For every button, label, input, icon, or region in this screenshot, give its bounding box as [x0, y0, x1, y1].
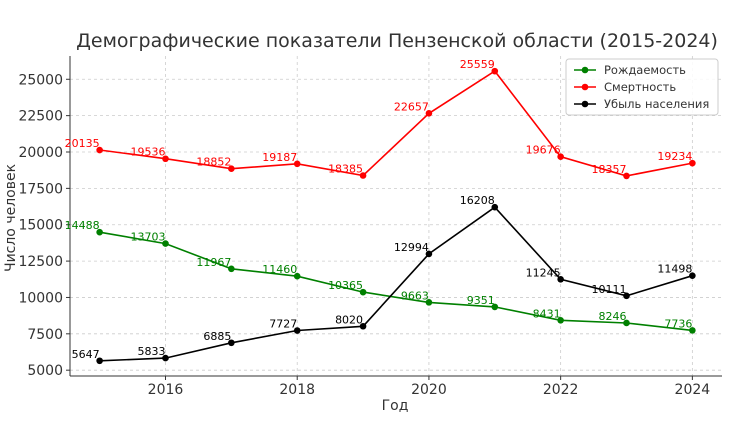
data-point-decline [491, 203, 499, 211]
data-point-death [359, 172, 367, 179]
data-point-death [623, 172, 630, 180]
data-point-birth [162, 240, 169, 247]
data-point-decline [689, 272, 696, 279]
data-label-decline: 12994 [394, 241, 429, 254]
data-label-decline: 5833 [137, 345, 165, 358]
chart-title: Демографические показатели Пензенской об… [76, 30, 718, 52]
data-point-decline [623, 292, 630, 300]
data-label-birth: 8246 [599, 310, 627, 323]
grid [70, 56, 722, 376]
data-label-decline: 11498 [657, 263, 692, 276]
data-label-birth: 9351 [467, 294, 495, 307]
y-tick-label: 15000 [18, 218, 63, 234]
data-point-decline [425, 250, 433, 258]
y-tick-label: 17500 [18, 181, 63, 197]
legend-marker-decline [581, 100, 589, 108]
data-label-death: 20135 [65, 137, 100, 150]
data-label-decline: 5647 [72, 348, 100, 361]
series-layer [96, 67, 696, 365]
data-point-death [491, 67, 499, 75]
legend-marker-birth [581, 66, 589, 74]
legend-label-birth: Рождаемость [604, 63, 686, 77]
x-tick-label: 2022 [543, 382, 579, 398]
data-label-decline: 10111 [592, 283, 627, 296]
data-point-birth [96, 228, 103, 236]
axes: 5000 7500 10000 12500 15000 17500 20000 22500 25… [18, 56, 722, 398]
data-label-decline: 8020 [335, 313, 363, 326]
data-label-death: 18852 [196, 156, 231, 169]
data-point-death [293, 160, 301, 168]
data-point-decline [557, 276, 564, 283]
data-point-death [689, 159, 696, 167]
data-point-death [96, 146, 103, 154]
x-tick-label: 2020 [411, 382, 447, 398]
x-tick-label: 2016 [148, 382, 184, 398]
data-point-death [557, 153, 564, 161]
y-tick-label: 10000 [18, 290, 63, 306]
legend-marker-death [581, 83, 589, 91]
data-point-birth [623, 319, 630, 327]
legend-box [565, 58, 719, 116]
data-label-birth: 10365 [328, 279, 363, 292]
data-label-decline: 11245 [526, 266, 561, 279]
data-label-birth: 7736 [664, 317, 692, 330]
data-point-decline [96, 357, 103, 365]
y-tick-label: 22500 [18, 109, 63, 125]
y-tick-label: 12500 [18, 254, 63, 270]
data-point-birth [359, 288, 367, 296]
data-label-death: 22657 [394, 100, 429, 113]
data-point-death [228, 165, 235, 172]
data-label-death: 25559 [460, 58, 495, 71]
data-label-death: 18357 [592, 163, 627, 176]
data-label-decline: 7727 [269, 318, 297, 331]
data-point-decline [228, 339, 235, 347]
data-point-death [162, 155, 169, 163]
data-point-birth [491, 303, 499, 311]
data-point-birth [293, 272, 301, 280]
x-tick-label: 2018 [279, 382, 315, 398]
data-point-birth [557, 316, 564, 324]
data-label-death: 19536 [130, 146, 165, 159]
data-label-birth: 9663 [401, 289, 429, 302]
data-label-death: 18385 [328, 162, 363, 175]
y-tick-label: 7500 [27, 327, 63, 343]
data-labels: 14488 13703 11967 11460 10365 9663 9351 8431 824… [65, 58, 693, 361]
legend-label-decline: Убыль населения [604, 97, 709, 111]
y-tick-label: 25000 [18, 72, 63, 88]
data-label-birth: 8431 [533, 307, 561, 320]
legend: Рождаемость Смертность Убыль населения [565, 58, 719, 116]
data-label-decline: 6885 [203, 330, 231, 343]
data-label-birth: 13703 [130, 231, 165, 244]
data-point-birth [689, 327, 696, 334]
y-tick-label: 20000 [18, 145, 63, 161]
data-point-birth [228, 265, 235, 273]
y-tick-label: 5000 [27, 363, 63, 379]
data-label-death: 19234 [657, 150, 692, 163]
data-point-decline [293, 327, 301, 334]
series-line-decline [99, 206, 693, 362]
x-tick-label: 2024 [675, 382, 711, 398]
y-axis-label: Число человек [3, 164, 19, 272]
x-axis-label: Год [382, 398, 409, 414]
series-line-birth [99, 231, 693, 332]
data-label-birth: 11967 [196, 256, 231, 269]
data-point-decline [359, 322, 367, 330]
data-point-death [425, 110, 433, 117]
data-label-birth: 14488 [65, 219, 100, 232]
data-label-decline: 16208 [460, 194, 495, 207]
series-line-death [99, 70, 693, 177]
data-label-death: 19676 [526, 144, 561, 157]
data-label-birth: 11460 [262, 263, 297, 276]
data-point-decline [162, 354, 169, 362]
data-point-birth [425, 299, 433, 306]
legend-label-death: Смертность [604, 80, 676, 94]
data-label-death: 19187 [262, 151, 297, 164]
